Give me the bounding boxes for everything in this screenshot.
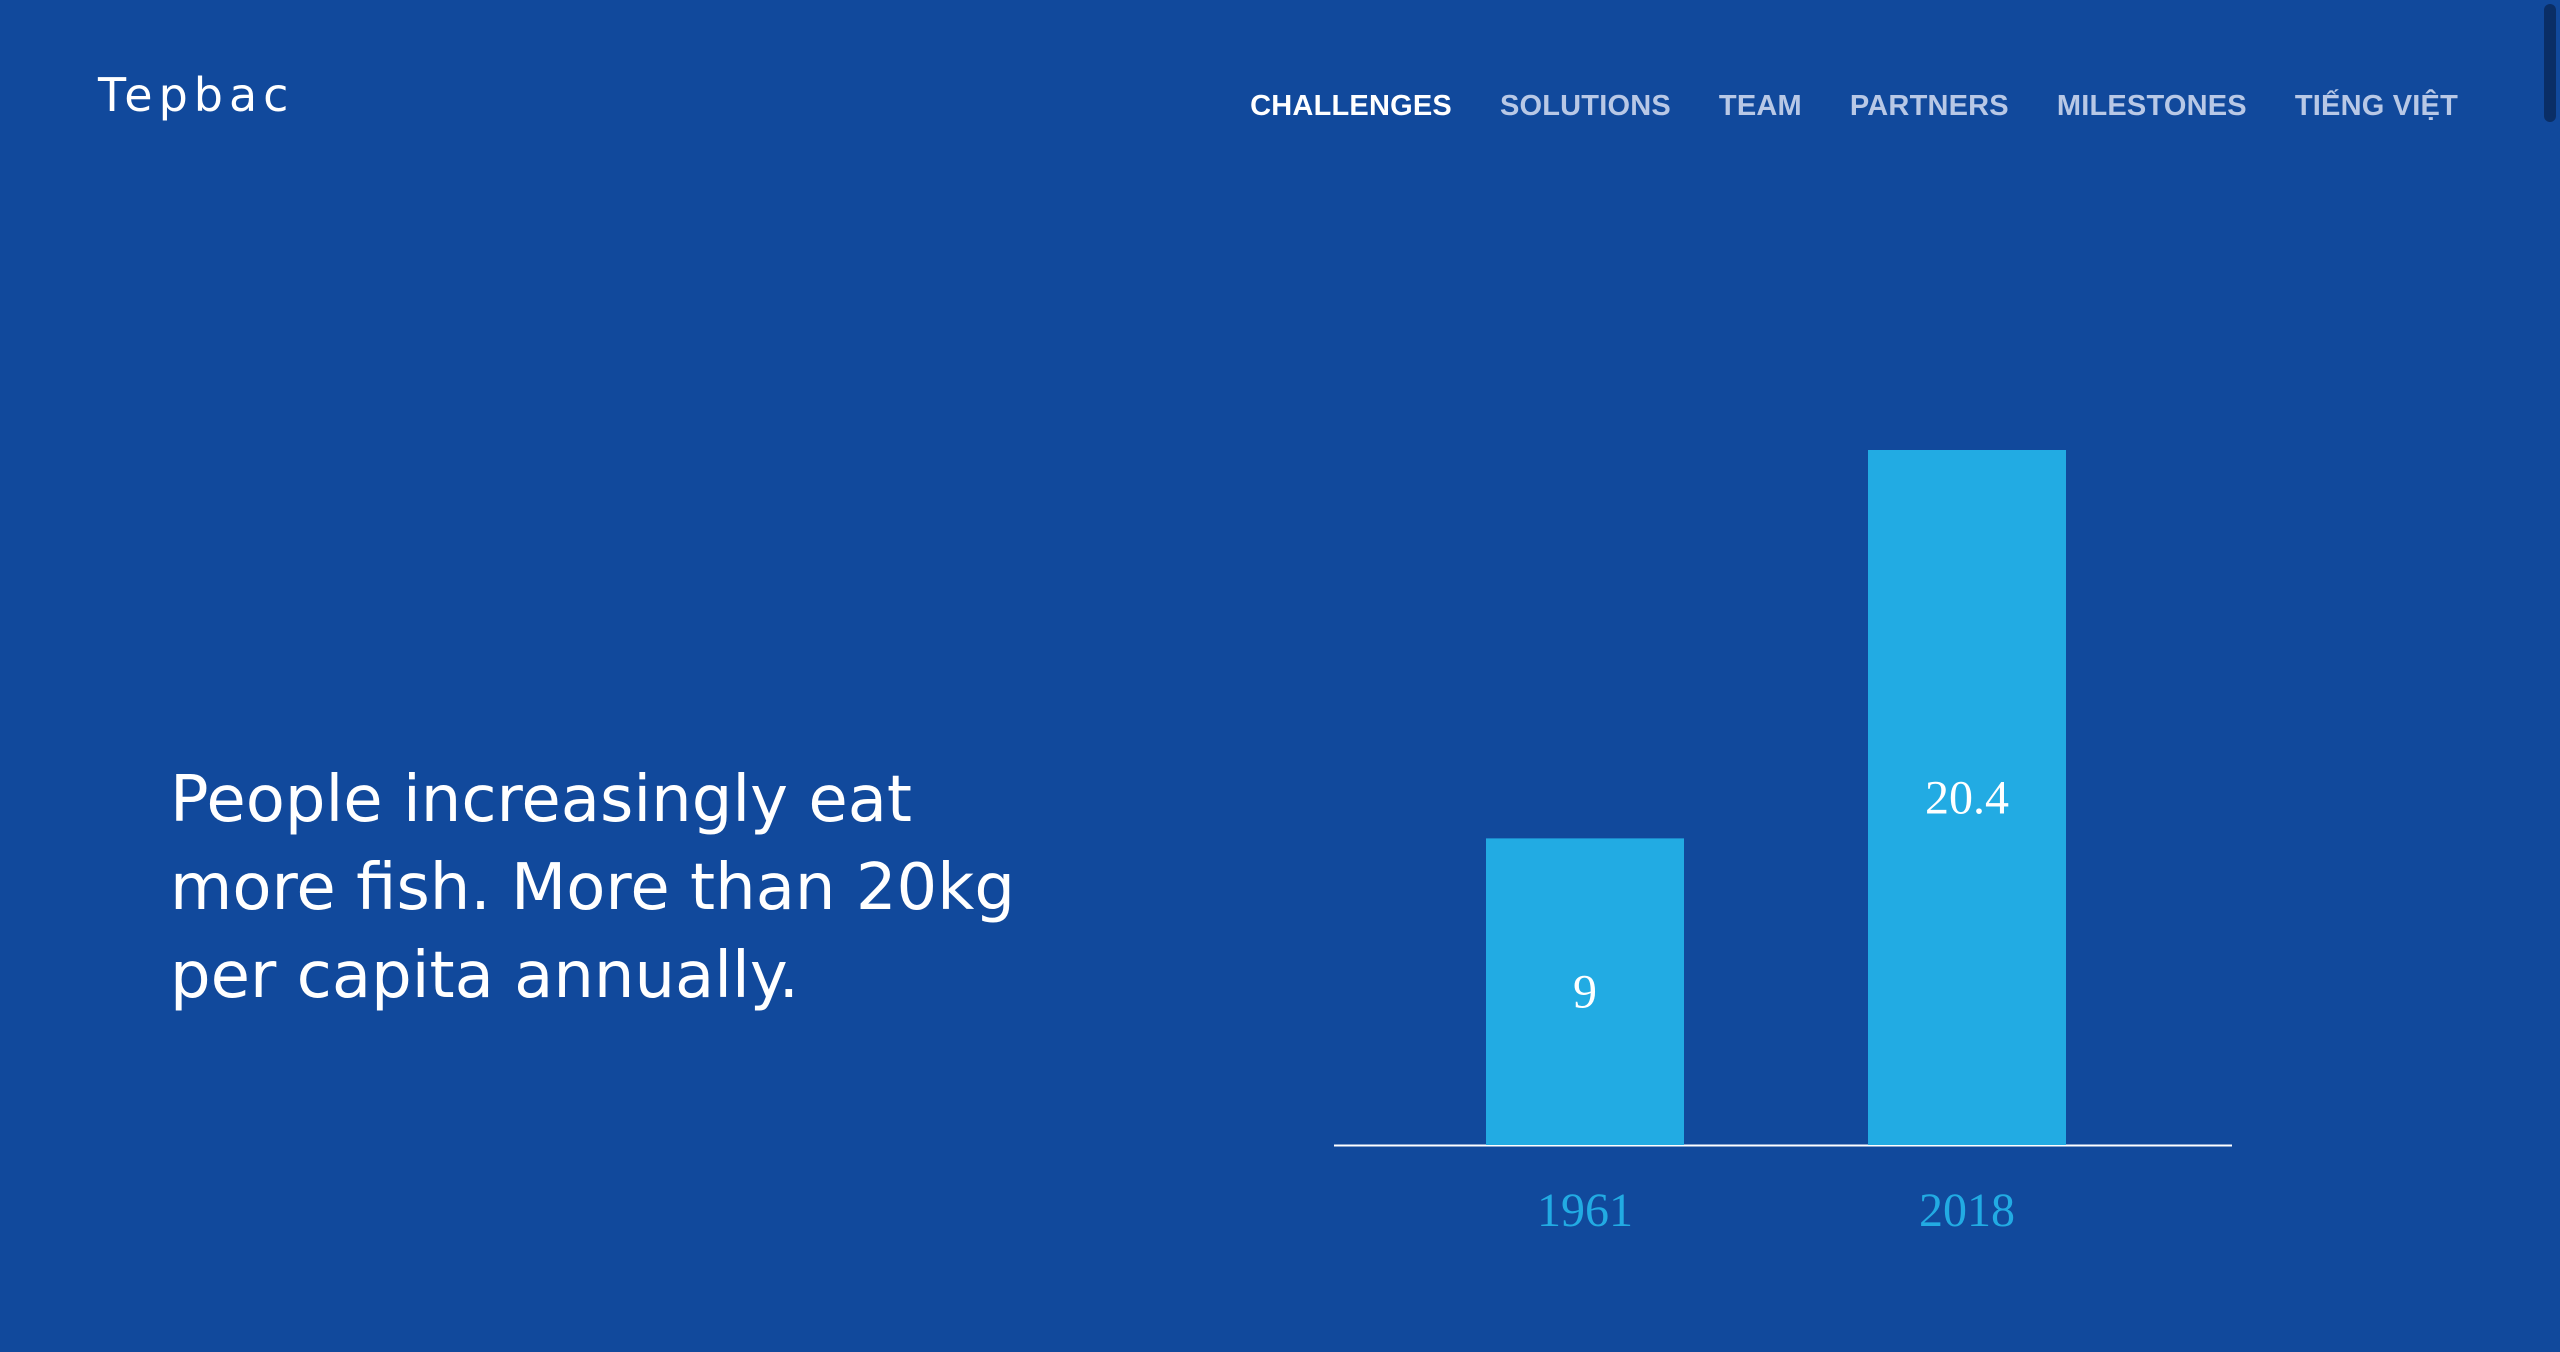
bar-value-label: 9 [1573,966,1597,1019]
bar-2018 [1868,450,2066,1145]
hero-headline: People increasingly eat more fish. More … [170,763,1015,1013]
bar-value-label: 20.4 [1925,772,2009,825]
scrollbar[interactable] [2544,4,2556,122]
nav-item-team[interactable]: TEAM [1718,90,1802,122]
main-nav: CHALLENGES SOLUTIONS TEAM PARTNERS MILES… [1250,86,2458,126]
category-label: 1961 [1537,1184,1633,1237]
nav-item-partners[interactable]: PARTNERS [1849,90,2009,122]
tepbac-logo[interactable]: Tepbac [98,68,295,122]
nav-item-milestones[interactable]: MILESTONES [2056,90,2247,122]
nav-item-solutions[interactable]: SOLUTIONS [1499,90,1671,122]
bar-1961 [1486,838,1684,1145]
category-label: 2018 [1919,1184,2015,1237]
nav-item-language[interactable]: TIẾNG VIỆT [2294,90,2458,122]
nav-item-challenges[interactable]: CHALLENGES [1250,90,1452,122]
